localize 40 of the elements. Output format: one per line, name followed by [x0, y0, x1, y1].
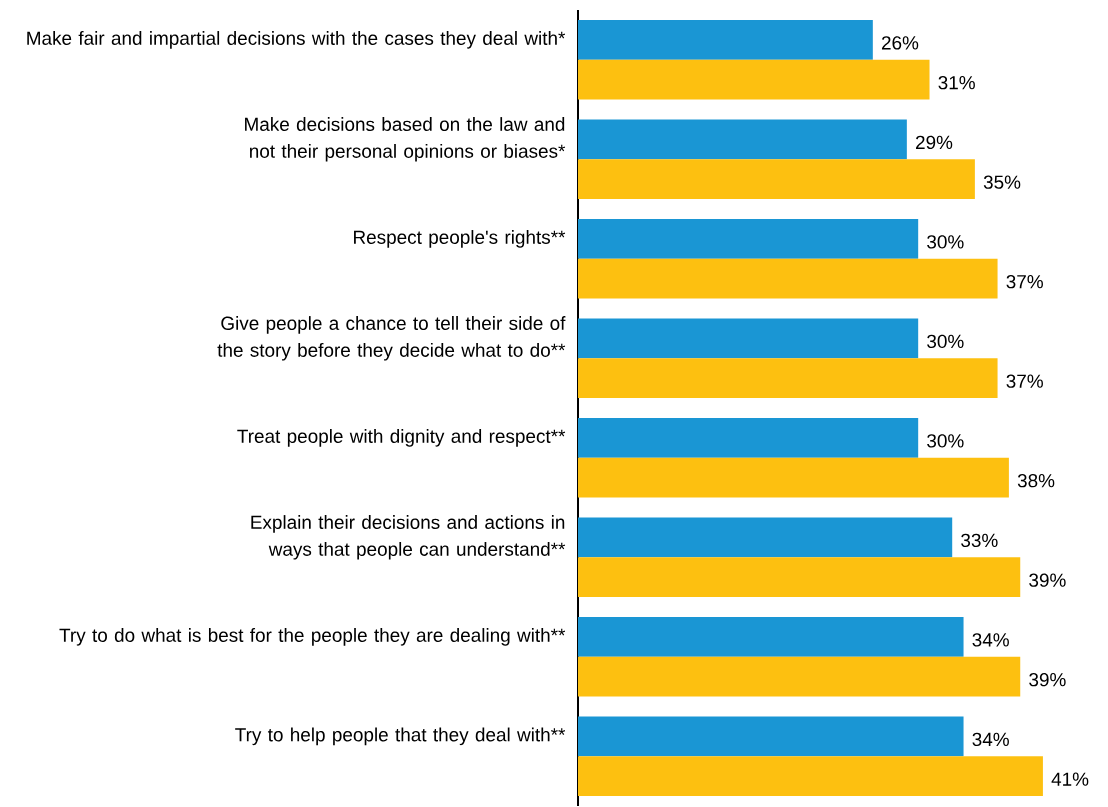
- bar: [578, 756, 1043, 797]
- bar: [578, 318, 919, 359]
- y-tick-label: Give people a chance to tell their side of the story before they decide what to do**: [217, 316, 566, 361]
- y-tick-label: Try to do what is best for the people they are dealing with**: [59, 628, 566, 646]
- bar: [578, 417, 919, 458]
- data-label: 26%: [881, 36, 919, 50]
- data-label: 31%: [938, 75, 975, 90]
- data-label: 30%: [927, 334, 964, 349]
- bar: [578, 716, 964, 757]
- bar: [578, 457, 1009, 498]
- bar: [578, 517, 953, 558]
- y-tick-label: Explain their decisions and actions in ways that people can understand**: [251, 515, 566, 560]
- data-label: 33%: [961, 533, 998, 548]
- data-label: 30%: [927, 434, 964, 448]
- data-label: 37%: [1006, 274, 1043, 289]
- bar: [578, 656, 1021, 697]
- bar: [578, 218, 919, 259]
- data-label: 37%: [1006, 374, 1043, 388]
- bar: [578, 59, 930, 100]
- data-label: 41%: [1051, 772, 1089, 786]
- y-tick-label: Treat people with dignity and respect**: [237, 429, 566, 447]
- data-label: 34%: [972, 732, 1009, 747]
- y-tick-label: Make fair and impartial decisions with the cases they deal with*: [27, 31, 566, 49]
- data-label: 35%: [983, 175, 1021, 189]
- y-tick-label: Make decisions based on the law and not their personal opinions or biases*: [245, 117, 566, 162]
- data-label: 39%: [1029, 672, 1066, 687]
- bar: [578, 258, 998, 299]
- y-tick-label: Respect people's rights**: [354, 230, 566, 248]
- bar: [578, 159, 975, 200]
- data-label: 39%: [1029, 573, 1066, 587]
- data-label: 38%: [1017, 473, 1055, 488]
- data-label: 34%: [972, 633, 1009, 647]
- bar: [578, 19, 873, 60]
- data-label: 29%: [916, 135, 953, 150]
- data-label: 30%: [927, 235, 964, 249]
- y-tick-label: Try to help people that they deal with**: [235, 727, 566, 746]
- bar: [578, 557, 1021, 598]
- bar: [578, 616, 964, 657]
- bar: [578, 119, 907, 160]
- bar: [578, 358, 998, 399]
